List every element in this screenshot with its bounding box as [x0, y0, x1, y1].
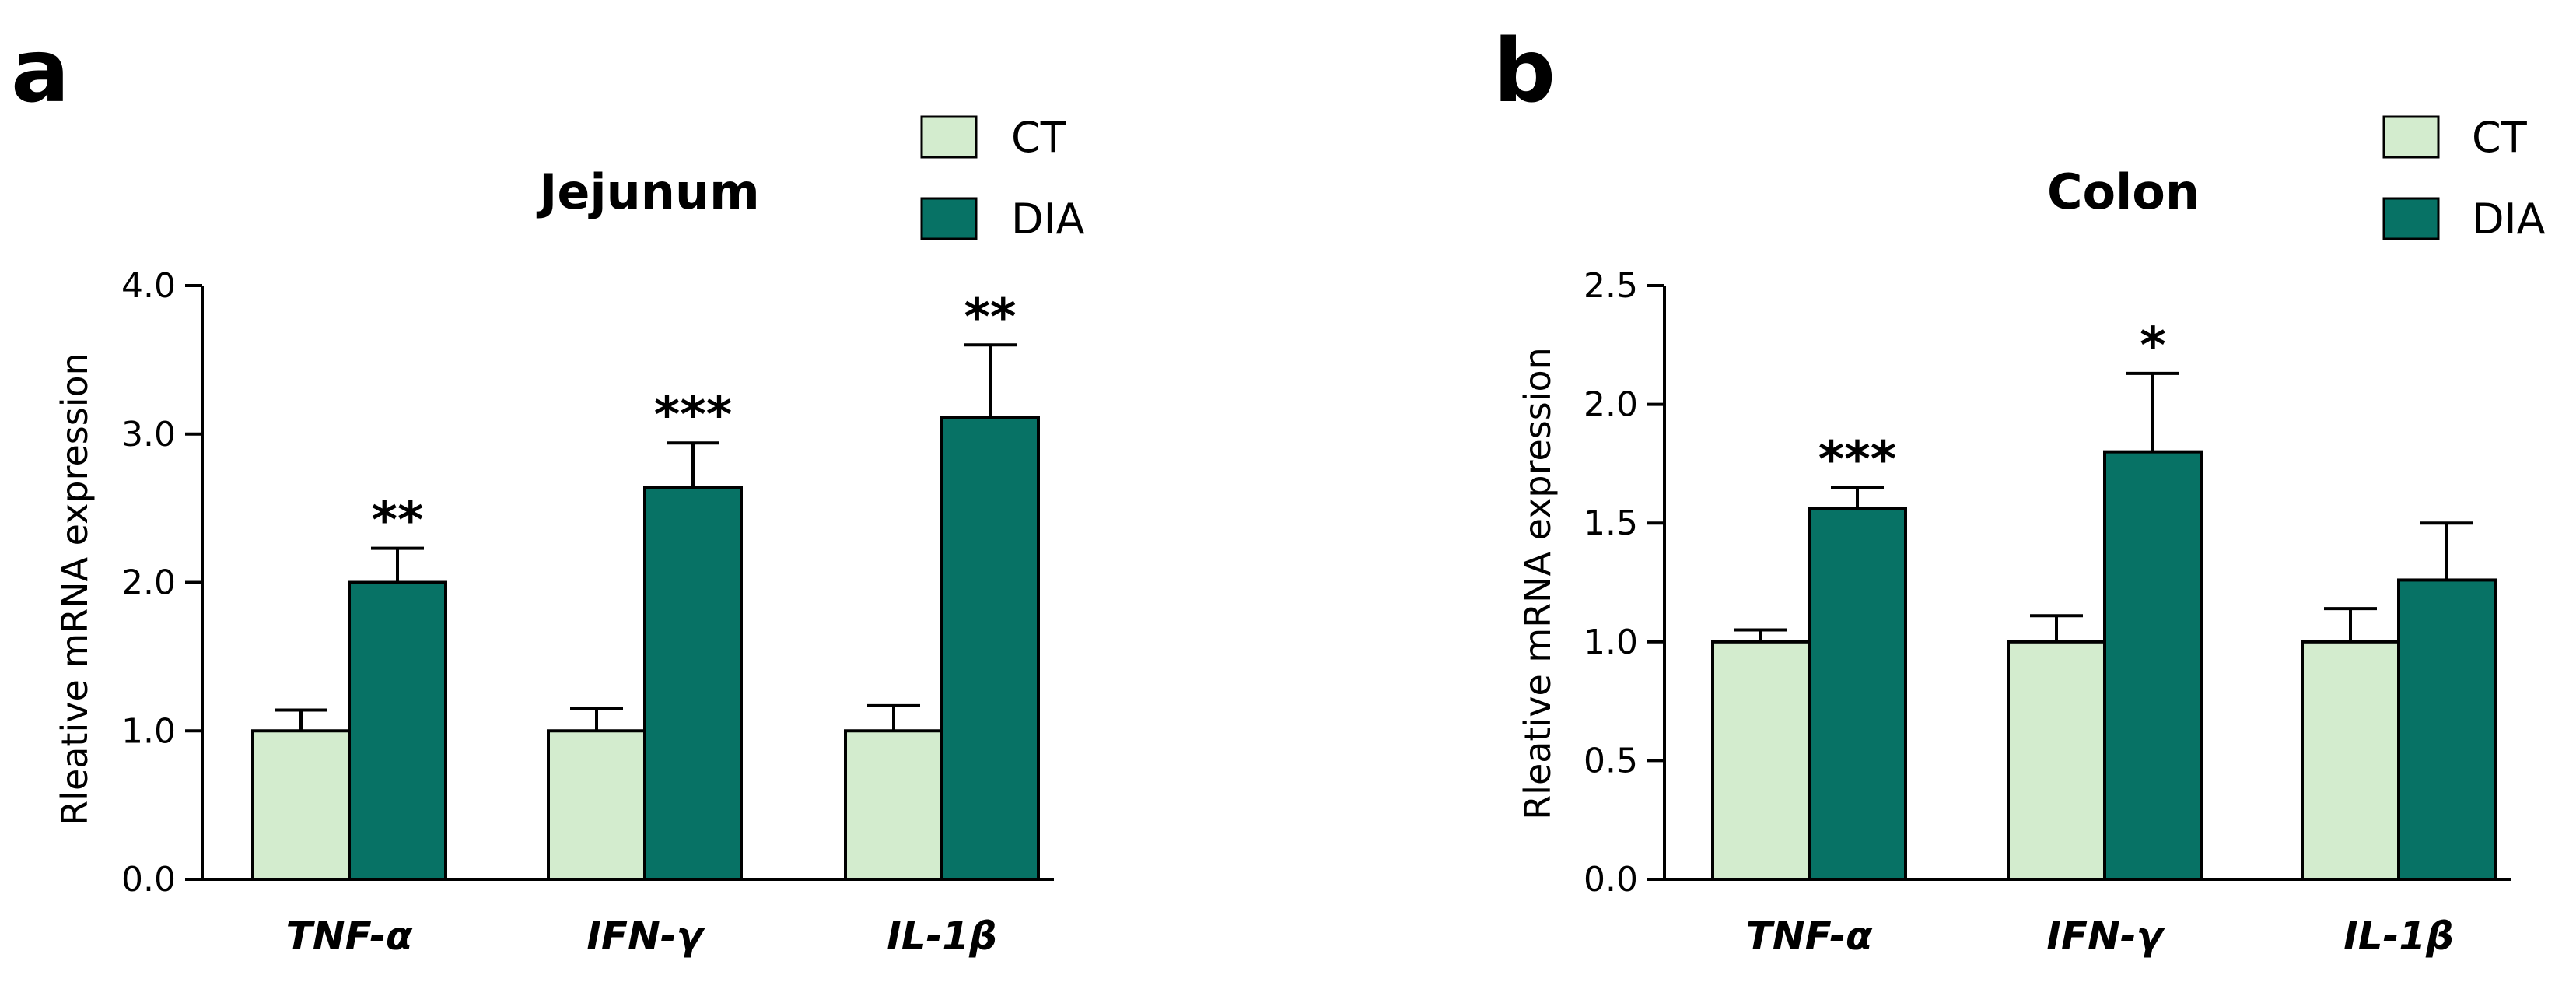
panel-b-ytick-label: 2.0 — [1584, 385, 1638, 425]
panel-b-legend-label-ct: CT — [2472, 113, 2528, 162]
panel-b-legend-swatch-ct — [2382, 115, 2440, 159]
panel-a-ytick-label: 3.0 — [121, 415, 176, 454]
panel-b-significance-label: * — [2140, 317, 2165, 375]
panel-b-legend-swatch-dia — [2382, 197, 2440, 240]
panel-b-ytick-label: 0.0 — [1584, 860, 1638, 900]
panel-a-legend: CT DIA — [920, 113, 1085, 244]
panel-b-letter: b — [1493, 21, 1556, 122]
panel-b-ytick-label: 1.0 — [1584, 623, 1638, 662]
panel-b-ytick-label: 0.5 — [1584, 741, 1638, 780]
panel-b-bar-ct — [1711, 640, 1811, 881]
panel-b-legend-label-dia: DIA — [2472, 195, 2546, 244]
panel-a-bar-dia — [643, 486, 743, 881]
panel-b-bar-ct — [2007, 640, 2106, 881]
panel-a-ytick-label: 2.0 — [121, 563, 176, 603]
panel-a-ylabel: Rleative mRNA expression — [54, 352, 96, 826]
panel-b: b Colon CT DIA Rleative mRNA expression … — [1493, 21, 2546, 959]
panel-b-significance-label: *** — [1818, 431, 1896, 489]
panel-a-category-label: IFN-γ — [586, 914, 705, 959]
panel-b-category-label: TNF-α — [1746, 914, 1873, 959]
panel-b-bar-dia — [1808, 507, 1907, 881]
panel-a-axes: 0.0 1.0 2.0 3.0 4.0 ** TNF-α *** IFN-γ ** IL-1β — [121, 266, 1054, 959]
panel-a-title: Jejunum — [536, 163, 759, 220]
panel-a-ytick-label: 0.0 — [121, 860, 176, 900]
panel-b-ytick-label: 2.5 — [1584, 266, 1638, 306]
panel-b-bar-ct — [2301, 640, 2400, 881]
panel-a: a Jejunum CT DIA Rleative mRNA expressio… — [11, 21, 1085, 959]
panel-b-bar-dia — [2397, 578, 2497, 881]
panel-a-ytick-label: 1.0 — [121, 711, 176, 751]
panel-b-ylabel: Rleative mRNA expression — [1517, 347, 1559, 820]
panel-a-significance-label: ** — [964, 289, 1017, 346]
panel-a-bar-ct — [251, 729, 351, 881]
panel-a-significance-label: *** — [654, 387, 732, 444]
panel-a-legend-swatch-dia — [920, 197, 978, 240]
panel-b-bar-dia — [2103, 450, 2203, 881]
panel-b-ytick-label: 1.5 — [1584, 503, 1638, 543]
panel-a-significance-label: ** — [372, 493, 424, 550]
panel-a-letter: a — [11, 21, 70, 122]
panel-a-bar-ct — [547, 729, 646, 881]
panel-b-legend: CT DIA — [2382, 113, 2546, 244]
panel-a-legend-label-ct: CT — [1011, 113, 1067, 162]
panel-a-legend-swatch-ct — [920, 115, 978, 159]
panel-a-category-label: IL-1β — [887, 914, 997, 959]
panel-a-category-label: TNF-α — [286, 914, 413, 959]
panel-a-bar-ct — [844, 729, 943, 881]
panel-a-bar-dia — [348, 580, 447, 881]
panel-b-axes: 0.0 0.5 1.0 1.5 2.0 2.5 *** TNF-α * IFN-γ IL-1β — [1584, 266, 2511, 959]
panel-a-bar-dia — [940, 416, 1040, 881]
panel-a-legend-label-dia: DIA — [1011, 195, 1085, 244]
panel-b-title: Colon — [2047, 163, 2200, 220]
panel-b-category-label: IFN-γ — [2046, 914, 2165, 959]
panel-b-category-label: IL-1β — [2343, 914, 2454, 959]
panel-a-ytick-label: 4.0 — [121, 266, 176, 306]
